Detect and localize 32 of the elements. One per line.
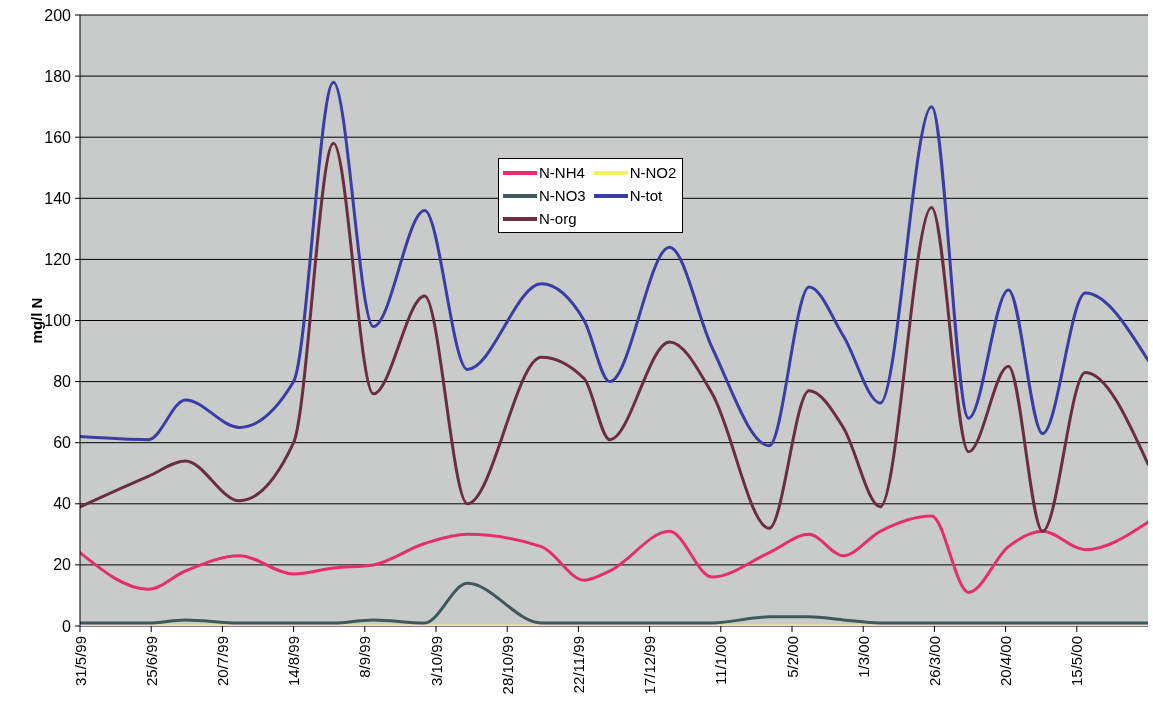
x-tick-label: 3/10/99 <box>427 636 445 687</box>
y-tick-label: 20 <box>53 556 72 574</box>
x-tick-label: 22/11/99 <box>569 636 587 694</box>
y-tick-label: 0 <box>62 617 72 635</box>
x-tick-label: 17/12/99 <box>641 636 659 695</box>
x-tick-label: 31/5/99 <box>71 636 89 687</box>
x-tick-label: 25/6/99 <box>142 636 160 687</box>
y-tick-label: 180 <box>44 67 72 85</box>
x-tick-label: 1/3/00 <box>854 636 872 678</box>
x-tick-label: 15/5/00 <box>1068 636 1086 687</box>
x-tick-label: 8/9/99 <box>356 636 374 678</box>
x-tick-label: 28/10/99 <box>498 636 516 695</box>
y-axis-title: mg/l N <box>27 297 45 344</box>
x-tick-label: 5/2/00 <box>783 636 801 678</box>
y-tick-label: 60 <box>53 434 72 452</box>
y-tick-label: 140 <box>44 189 72 207</box>
x-tick-label: 11/1/00 <box>712 636 730 685</box>
x-tick-label: 20/7/99 <box>213 636 231 687</box>
x-tick-label: 14/8/99 <box>285 636 303 687</box>
legend-label: N-NH4 <box>539 163 585 183</box>
y-tick-label: 120 <box>44 250 72 268</box>
legend-label: N-tot <box>629 186 663 206</box>
y-tick-label: 100 <box>44 312 72 329</box>
y-tick-label: 160 <box>44 128 72 146</box>
legend-label: N-NO2 <box>629 163 677 183</box>
y-tick-label: 80 <box>53 373 72 391</box>
x-tick-label: 26/3/00 <box>925 636 943 687</box>
legend-label: N-NO3 <box>539 186 586 206</box>
x-tick-label: 20/4/00 <box>997 636 1015 687</box>
y-tick-label: 40 <box>53 495 72 513</box>
y-tick-label: 200 <box>44 6 72 24</box>
legend-label: N-org <box>539 209 577 229</box>
